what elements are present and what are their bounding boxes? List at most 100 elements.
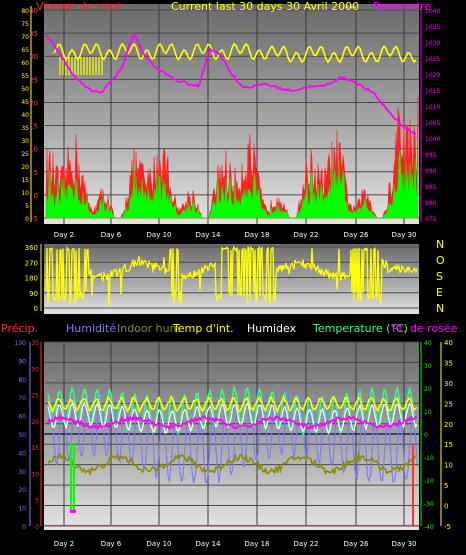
- wind-y-tick-label: 35: [29, 30, 38, 38]
- wind-y2-tick-label: 20: [21, 164, 29, 171]
- temp-green-tick-label: -30: [424, 501, 434, 508]
- temp-yellow-tick-label: 0: [444, 503, 448, 511]
- humidity-tick-label: 0: [22, 524, 26, 531]
- temp-yellow-tick-label: 10: [444, 462, 453, 470]
- barometer-tick-label: 1025: [425, 56, 440, 63]
- period-title: Current last 30 days 30 Avril 2000: [171, 0, 359, 13]
- barometer-tick-label: 1000: [425, 136, 440, 143]
- wind-y2-tick-label: 80: [21, 8, 29, 15]
- wind-y2-tick-label: 35: [21, 125, 29, 132]
- wind-y-tick-label: 5: [34, 169, 38, 177]
- barometer-tick-label: 985: [425, 184, 437, 191]
- humidity-tick-label: 80: [18, 377, 26, 384]
- humidity-tick-label: 30: [18, 469, 26, 476]
- barometer-tick-label: 980: [425, 200, 437, 207]
- yellow-series: [53, 42, 417, 64]
- wind-y2-tick-label: 25: [21, 151, 29, 158]
- temp-green-tick-label: 20: [424, 386, 432, 393]
- humidity-tick-label: 20: [18, 487, 26, 494]
- compass-label: N: [436, 302, 444, 315]
- wind-y2-tick-label: 0: [25, 216, 29, 223]
- wind-speed-series: [45, 140, 419, 219]
- temp-x-tick-label: Day 2: [54, 540, 75, 548]
- temp-green-tick-label: 10: [424, 409, 432, 416]
- legend-humidity: Humidité: [66, 322, 116, 335]
- wind-y2-tick-label: 70: [21, 34, 29, 41]
- compass-label: N: [436, 238, 444, 251]
- humidity-tick-label: 70: [18, 395, 26, 402]
- temp-green-tick-label: 30: [424, 363, 432, 370]
- temp-green-tick-label: 0: [424, 432, 428, 439]
- precip-tick-label: 0: [35, 524, 39, 531]
- humidity-tick-label: 100: [15, 340, 27, 347]
- direction-tick-label: 360: [25, 244, 38, 252]
- barometer-tick-label: 1030: [425, 40, 440, 47]
- wind-y2-tick-label: 45: [21, 99, 29, 106]
- barometer-tick-label: 995: [425, 152, 437, 159]
- legend-indoor-hum: Indoor hum: [117, 322, 180, 335]
- precip-tick-label: 30: [31, 366, 39, 373]
- wind-x-tick-label: Day 18: [245, 231, 270, 239]
- temp-yellow-tick-label: 25: [444, 400, 453, 408]
- barometer-tick-label: 1040: [425, 8, 440, 15]
- wind-y2-tick-label: 55: [21, 73, 29, 80]
- wind-y2-tick-label: 5: [25, 203, 29, 210]
- wind-x-tick-label: Day 30: [392, 231, 417, 239]
- legend-temperature: Temperature (°C): [312, 322, 408, 335]
- temp-yellow-tick-label: 20: [444, 421, 453, 429]
- humidity-tick-label: 90: [18, 358, 26, 365]
- precip-tick-label: 10: [31, 471, 39, 478]
- precip-tick-label: 15: [31, 445, 39, 452]
- direction-tick-label: 90: [29, 290, 38, 298]
- barometer-tick-label: 990: [425, 168, 437, 175]
- temp-x-tick-label: Day 10: [147, 540, 172, 548]
- barometer-title: Barometre: [373, 0, 431, 13]
- barometer-tick-label: 1020: [425, 72, 440, 79]
- temp-green-tick-label: 40: [424, 340, 432, 347]
- wind-x-tick-label: Day 6: [101, 231, 122, 239]
- indoor-humidity-series: [47, 451, 418, 477]
- temp-green-tick-label: -20: [424, 478, 434, 485]
- temp-yellow-tick-label: 40: [444, 339, 453, 347]
- barometer-tick-label: 1010: [425, 104, 440, 111]
- wind-x-tick-label: Day 26: [344, 231, 370, 239]
- direction-tick-label: 180: [25, 275, 38, 283]
- temp-yellow-tick-label: 5: [444, 482, 448, 490]
- temp-green-tick-label: -10: [424, 455, 434, 462]
- temp-yellow-tick-label: 15: [444, 441, 453, 449]
- barometer-tick-label: 975: [425, 216, 437, 223]
- wind-x-tick-label: Day 22: [294, 231, 319, 239]
- humidity-tick-label: 60: [18, 414, 26, 421]
- humidity-tick-label: 50: [18, 432, 26, 439]
- wind-y2-tick-label: 60: [21, 60, 29, 67]
- dew-point-series: [47, 413, 418, 431]
- barometer-tick-label: 1005: [425, 120, 440, 127]
- direction-tick-label: 270: [25, 259, 38, 267]
- wind-y-tick-label: 15: [29, 123, 38, 131]
- wind-x-tick-label: Day 10: [147, 231, 172, 239]
- temp-x-tick-label: Day 22: [294, 540, 319, 548]
- wind-y2-tick-label: 40: [21, 112, 29, 119]
- temperature-panel-background: [44, 342, 419, 530]
- temp-x-tick-label: Day 26: [344, 540, 370, 548]
- wind-y-tick-label: 30: [29, 53, 38, 61]
- barometer-tick-label: 1035: [425, 24, 440, 31]
- temp-x-tick-label: Day 30: [392, 540, 417, 548]
- wind-y2-tick-label: 10: [21, 190, 29, 197]
- temp-green-tick-label: -40: [424, 524, 434, 531]
- wind-y-tick-label: 25: [29, 76, 38, 84]
- compass-label: O: [436, 254, 445, 267]
- wind-y-tick-label: 0: [34, 192, 38, 200]
- legend-dew-point: Pt. de rosée: [392, 322, 458, 335]
- direction-tick-label: 0: [34, 305, 38, 313]
- humidity-tick-label: 10: [18, 506, 26, 513]
- precip-tick-label: 35: [31, 340, 39, 347]
- precip-mark: [70, 509, 76, 513]
- temp-yellow-tick-label: 35: [444, 359, 453, 367]
- humidex-series: [47, 401, 418, 435]
- wind-direction-series: [45, 245, 418, 307]
- precip-tick-label: 20: [31, 419, 39, 426]
- wind-y-tick-label: 10: [29, 146, 38, 154]
- barometer-series: [45, 32, 417, 136]
- temp-yellow-tick-label: -5: [444, 523, 451, 531]
